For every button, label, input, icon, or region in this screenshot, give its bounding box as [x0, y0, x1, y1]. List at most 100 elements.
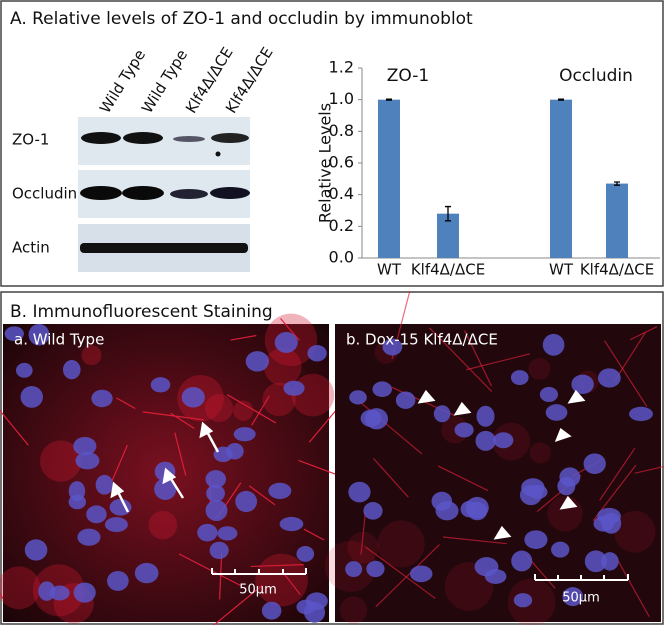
image-label: b. Dox-15 Klf4Δ/ΔCE: [346, 331, 498, 349]
nucleus: [134, 562, 159, 584]
error-bar: [614, 181, 620, 186]
nucleus: [545, 404, 568, 421]
bar: [378, 99, 400, 259]
nucleus: [150, 377, 171, 393]
nucleus: [628, 406, 653, 422]
nucleus: [261, 601, 282, 620]
nucleus: [559, 467, 581, 487]
membrane: [372, 458, 409, 498]
cytoplasm: [613, 510, 656, 553]
membrane: [251, 395, 270, 426]
nucleus: [20, 385, 43, 408]
panel-b-frame: [0, 291, 664, 625]
membrane: [442, 536, 507, 545]
bar: [550, 99, 572, 259]
membrane: [463, 330, 493, 387]
membrane: [170, 412, 195, 429]
x-tick-label: Klf4Δ/ΔCE: [411, 261, 485, 279]
membrane: [208, 585, 263, 629]
membrane: [599, 447, 636, 501]
cytoplasm: [347, 531, 379, 564]
membrane: [281, 571, 301, 596]
y-tick-label: 0.0: [329, 248, 354, 267]
cytoplasm: [528, 357, 551, 380]
x-tick-label: Klf4Δ/ΔCE: [580, 261, 654, 279]
cytoplasm: [263, 348, 302, 386]
nucleus: [511, 550, 533, 572]
nucleus: [474, 557, 499, 577]
membrane: [308, 406, 339, 443]
nucleus: [62, 359, 81, 380]
nucleus: [601, 552, 619, 571]
cytoplasm: [339, 596, 368, 624]
membrane: [303, 528, 325, 541]
membrane: [115, 397, 136, 410]
nucleus: [296, 545, 315, 562]
overlay: a. Wild Type b. Dox-15 Klf4Δ/ΔCE 50µm 50…: [14, 331, 629, 606]
membrane: [178, 553, 242, 587]
cytoplasm: [233, 400, 254, 421]
annotation: ZO-1: [387, 66, 429, 86]
membrane: [634, 465, 664, 474]
nucleus: [283, 380, 305, 396]
nucleus: [454, 422, 474, 438]
nucleus: [360, 409, 382, 427]
nucleus: [460, 501, 477, 518]
blot-row-label: Occludin: [12, 185, 77, 203]
nucleus: [345, 561, 363, 578]
band: [123, 132, 163, 144]
image-label: a. Wild Type: [14, 331, 104, 349]
membrane: [0, 409, 29, 446]
scale-bar: [211, 568, 629, 581]
y-axis-label: Relative Levels: [316, 103, 335, 223]
spot: [215, 151, 221, 157]
nucleus: [181, 386, 205, 408]
panel-a-frame: [0, 0, 664, 287]
bar: [606, 183, 628, 258]
nucleus: [235, 490, 258, 513]
membrane: [616, 559, 650, 617]
nucleus: [73, 582, 96, 603]
nucleus: [154, 478, 177, 500]
nucleus: [493, 432, 514, 449]
band: [81, 132, 121, 144]
cytoplasm: [148, 510, 178, 540]
membrane: [110, 444, 128, 483]
membrane: [429, 327, 493, 392]
nucleus: [562, 587, 584, 607]
nucleus: [233, 427, 256, 442]
cytoplasm: [529, 442, 551, 464]
nucleus: [597, 507, 621, 525]
y-tick-label: 0.8: [329, 121, 354, 140]
nucleus: [197, 523, 218, 542]
nucleus: [107, 570, 129, 591]
blot: [78, 117, 250, 272]
nucleus: [104, 517, 128, 533]
nucleus: [583, 453, 606, 474]
nucleus: [513, 593, 533, 608]
band: [173, 136, 205, 142]
nucleus: [28, 323, 50, 346]
nucleus: [75, 452, 100, 470]
annotation: Occludin: [559, 66, 633, 86]
y-tick-label: 0.2: [329, 216, 354, 235]
cytoplasm: [205, 394, 234, 423]
band: [122, 186, 164, 200]
membrane: [437, 465, 489, 492]
cytoplasm: [40, 440, 82, 482]
band: [210, 187, 250, 199]
membrane: [360, 511, 367, 555]
membrane: [629, 326, 658, 341]
nucleus: [382, 338, 403, 356]
nucleus: [73, 436, 97, 456]
nucleus: [433, 405, 451, 423]
nucleus: [109, 498, 132, 516]
band: [211, 133, 249, 143]
nucleus: [524, 530, 548, 549]
nucleus: [91, 389, 113, 408]
nucleus: [205, 499, 228, 521]
nucleus: [77, 528, 101, 546]
cytoplasm: [81, 345, 102, 366]
membrane: [250, 564, 304, 568]
error-bar: [445, 205, 451, 222]
